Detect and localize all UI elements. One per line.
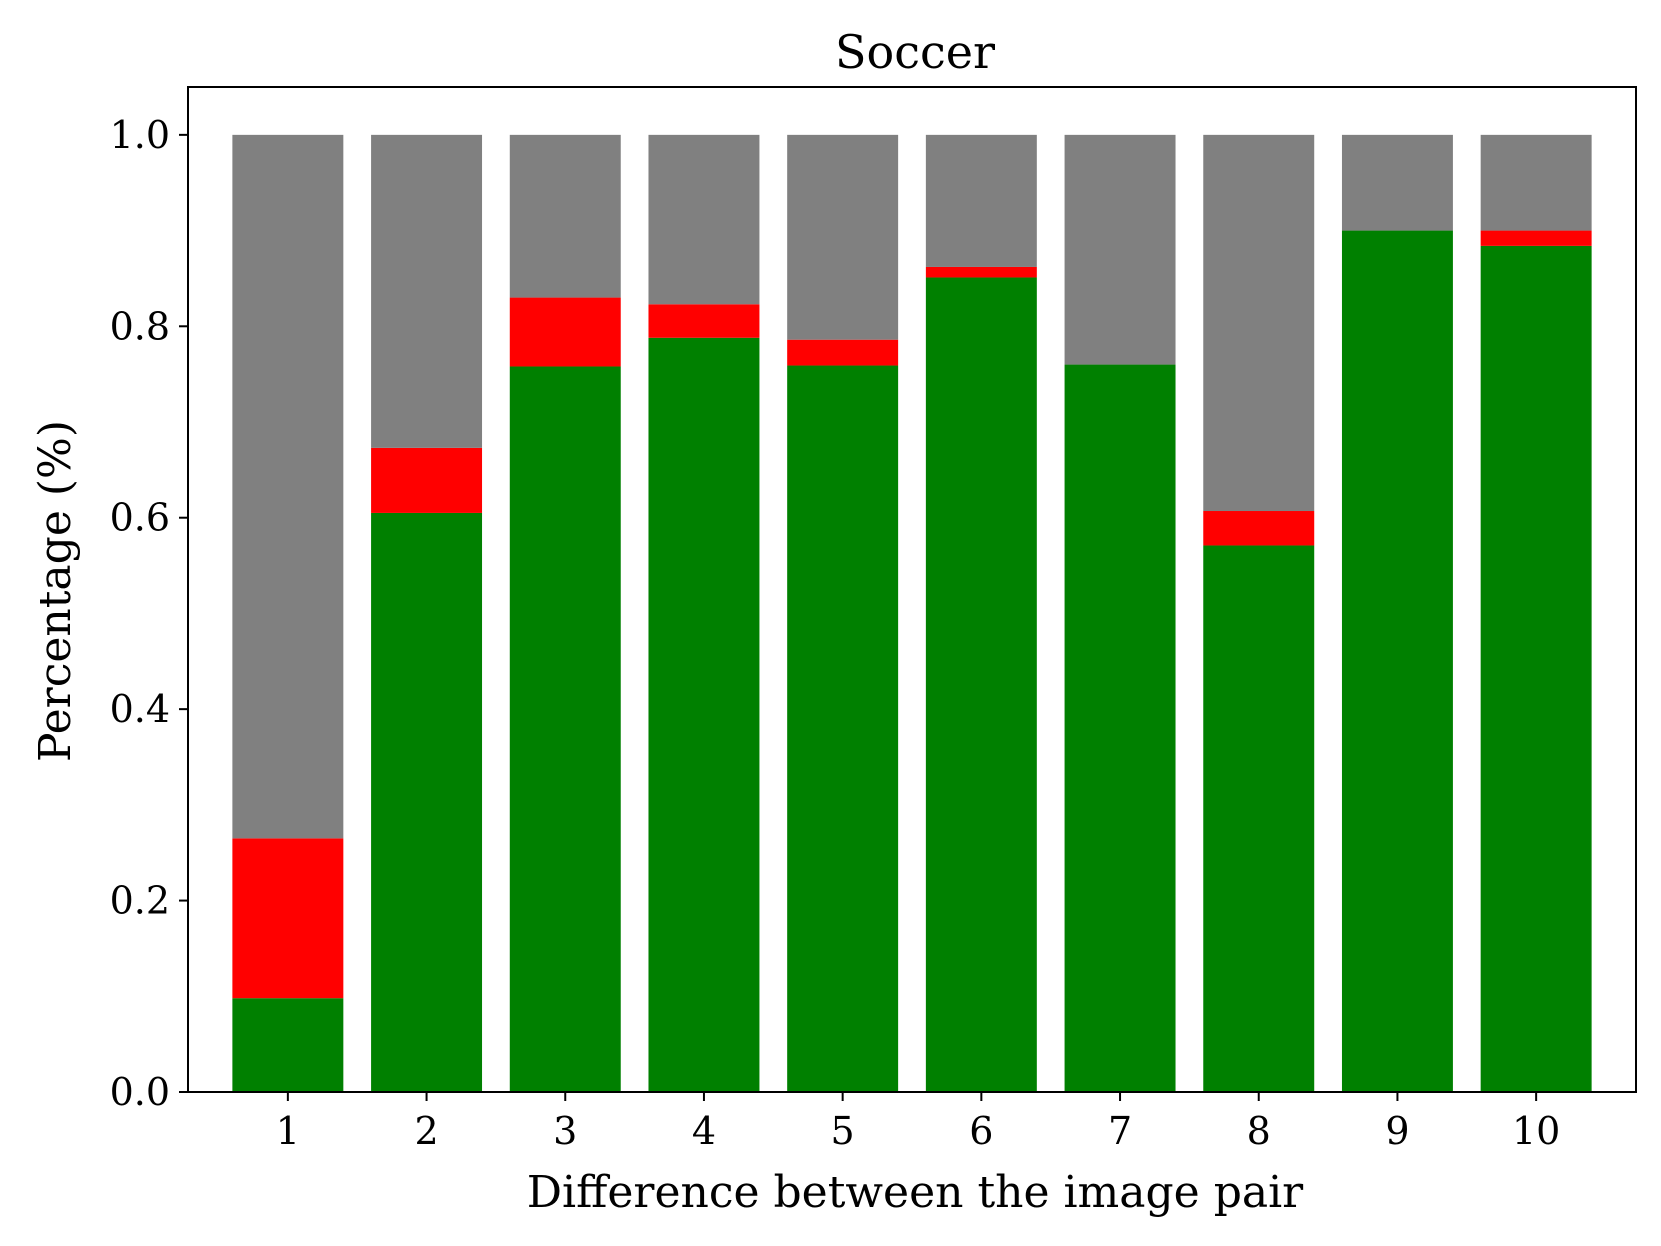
y-tick-label: 0.4	[110, 687, 170, 731]
y-tick-label: 0.6	[110, 496, 170, 540]
bar-3-gray	[509, 134, 621, 298]
bars-group	[232, 134, 1592, 1093]
x-tick-label: 1	[276, 1109, 300, 1153]
y-tick-label: 0.8	[110, 304, 170, 348]
y-axis-label: Percentage (%)	[30, 420, 81, 762]
chart-title: Soccer	[835, 25, 995, 79]
x-tick-label: 5	[831, 1109, 855, 1153]
bar-1-red	[232, 838, 344, 999]
bar-10-green	[1480, 245, 1592, 1092]
plot-frame	[187, 86, 1637, 1093]
bar-10-gray	[1480, 134, 1592, 231]
bar-5-green	[787, 365, 899, 1092]
bar-9-gray	[1341, 134, 1453, 231]
bar-2-red	[371, 447, 483, 513]
bar-9-green	[1341, 230, 1453, 1092]
bar-8-red	[1203, 511, 1315, 546]
bar-6-green	[925, 277, 1037, 1093]
bar-6-gray	[925, 134, 1037, 267]
y-tick-label: 0.0	[110, 1070, 170, 1114]
y-tick-label: 0.2	[110, 879, 170, 923]
bar-5-red	[787, 339, 899, 366]
x-tick-label: 3	[553, 1109, 577, 1153]
bar-4-red	[648, 304, 760, 338]
bar-8-gray	[1203, 134, 1315, 512]
y-axis: 0.0 0.2 0.4 0.6 0.8 1.0	[110, 113, 188, 1114]
bar-7-green	[1064, 364, 1176, 1092]
bar-5-gray	[787, 134, 899, 340]
x-tick-label: 7	[1108, 1109, 1132, 1153]
bar-1-gray	[232, 134, 344, 839]
bar-1-green	[232, 998, 344, 1092]
x-tick-label: 8	[1247, 1109, 1271, 1153]
bar-2-green	[371, 512, 483, 1092]
bar-7-gray	[1064, 134, 1176, 365]
bar-4-gray	[648, 134, 760, 305]
bar-8-green	[1203, 545, 1315, 1092]
bar-3-green	[509, 366, 621, 1092]
bar-6-red	[925, 266, 1037, 278]
x-axis-label: Difference between the image pair	[527, 1167, 1304, 1218]
x-tick-label: 2	[414, 1109, 438, 1153]
bar-4-green	[648, 337, 760, 1092]
x-tick-label: 4	[692, 1109, 716, 1153]
x-tick-label: 10	[1512, 1109, 1560, 1153]
bar-10-red	[1480, 230, 1592, 246]
x-axis: 1 2 3 4 5 6 7 8 9 10	[276, 1092, 1560, 1153]
bar-2-gray	[371, 134, 483, 448]
x-tick-label: 9	[1385, 1109, 1409, 1153]
x-tick-label: 6	[969, 1109, 993, 1153]
y-tick-label: 1.0	[110, 113, 170, 157]
bar-3-red	[509, 297, 621, 367]
